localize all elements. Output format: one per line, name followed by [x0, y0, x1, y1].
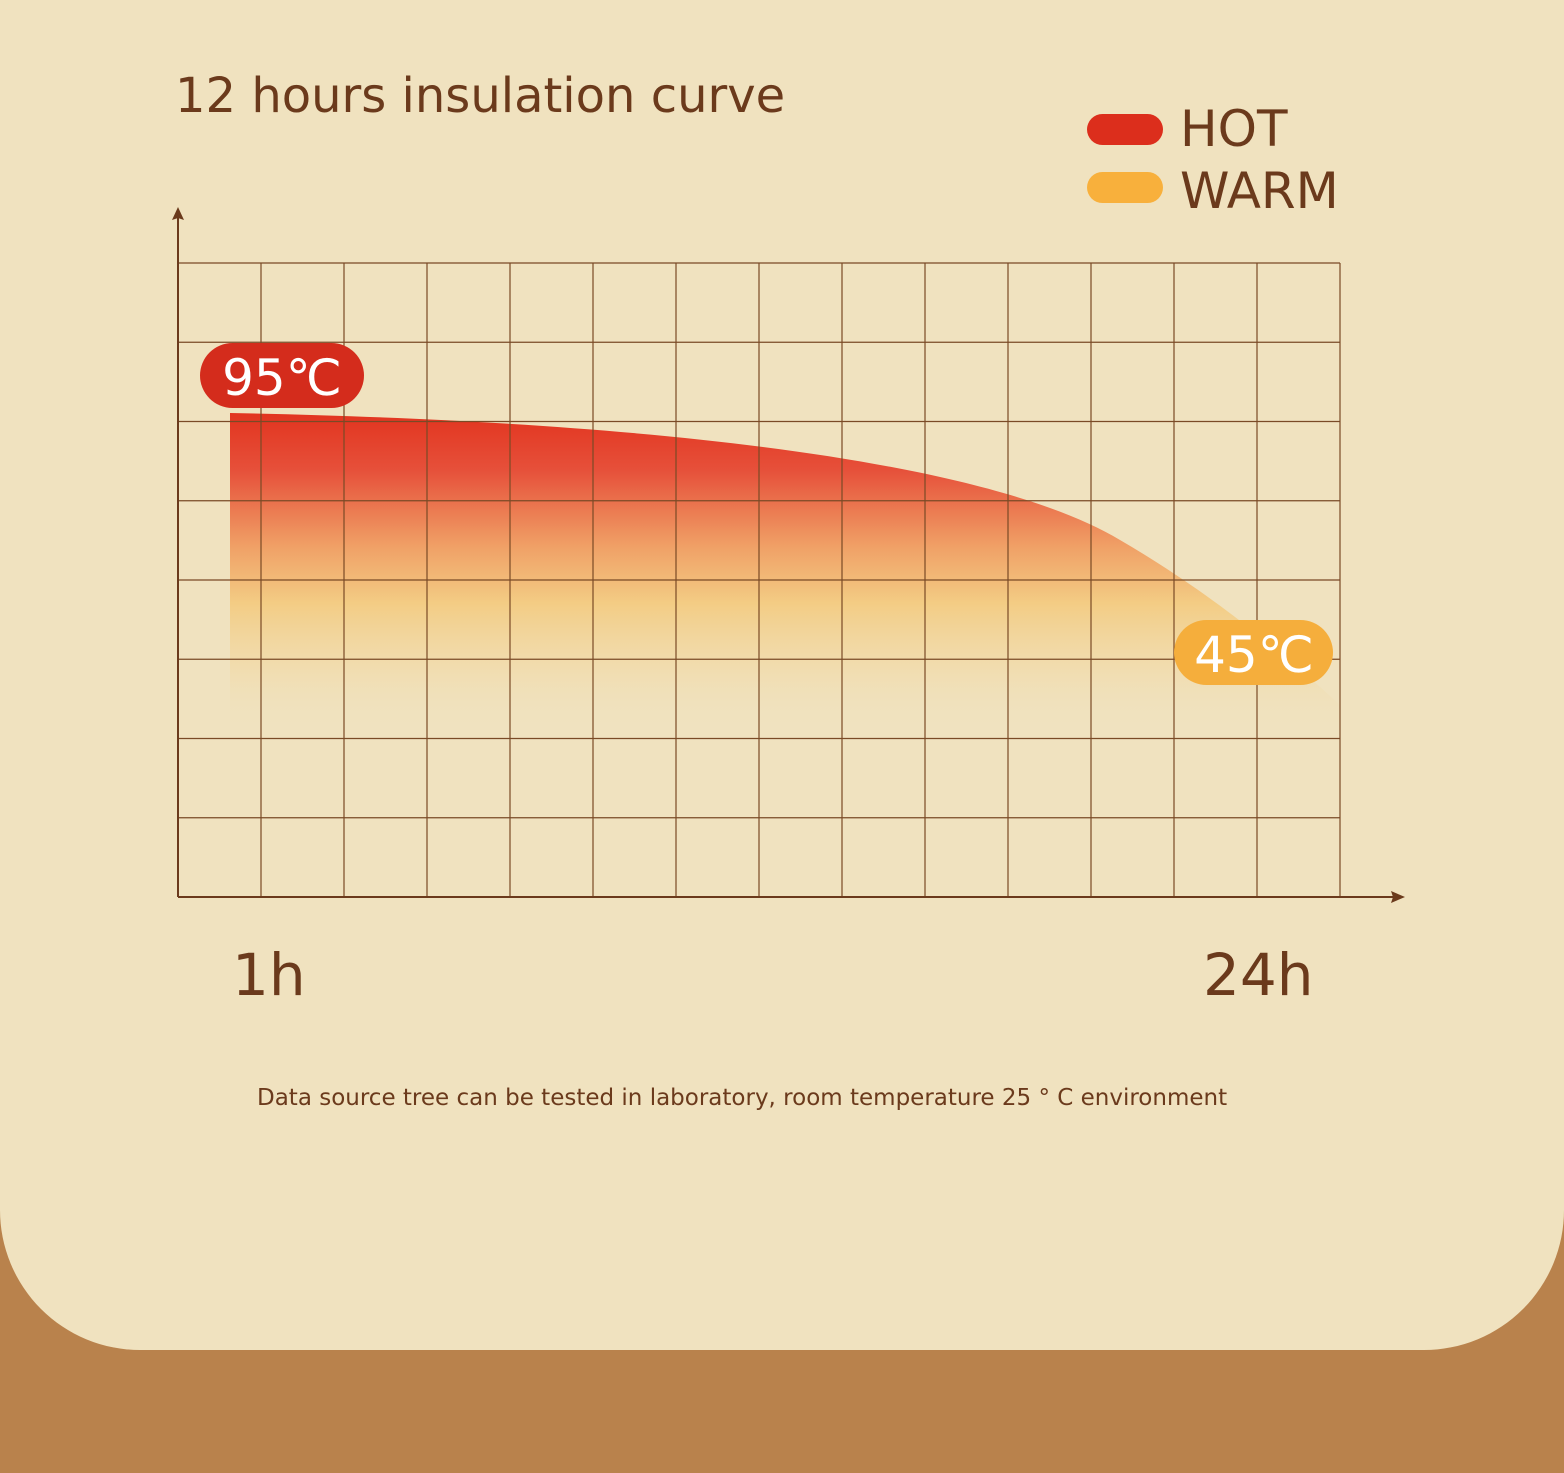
legend: HOT WARM: [1087, 100, 1339, 220]
footnote: Data source tree can be tested in labora…: [257, 1085, 1227, 1111]
legend-swatch-warm: [1087, 172, 1163, 203]
start-badge: [200, 343, 364, 408]
legend-label: WARM: [1180, 162, 1339, 220]
start-label: 95℃: [222, 349, 342, 407]
legend-label: HOT: [1180, 100, 1288, 158]
x-start-label: 1h: [232, 941, 306, 1009]
y-axis-arrow: [172, 207, 184, 220]
legend-swatch-hot: [1087, 114, 1163, 145]
title: 12 hours insulation curve: [175, 68, 785, 124]
insulation-curve: [230, 413, 1340, 735]
x-axis-arrow: [1391, 891, 1405, 903]
axes: [172, 207, 1405, 903]
end-badge: [1174, 620, 1333, 685]
end-label: 45℃: [1194, 626, 1314, 684]
x-end-label: 24h: [1203, 941, 1314, 1009]
